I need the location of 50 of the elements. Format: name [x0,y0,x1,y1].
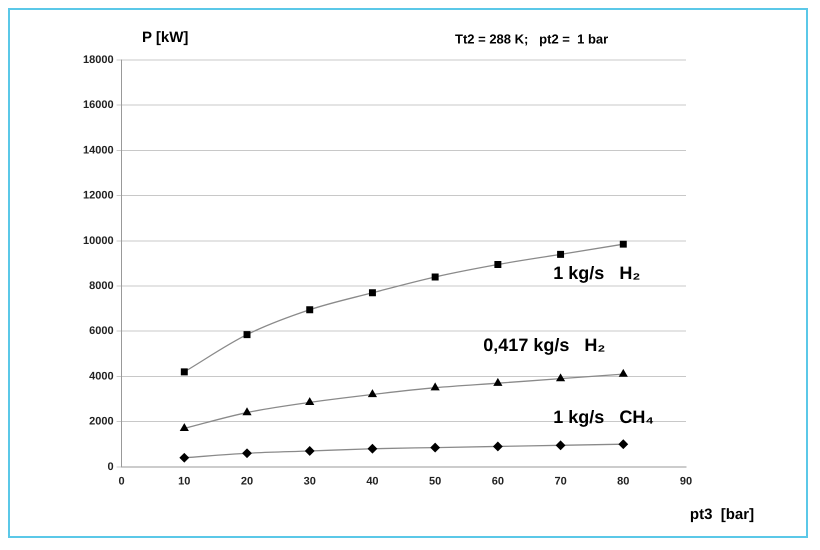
y-tick-label: 8000 [89,280,114,292]
x-tick-label: 10 [178,475,190,488]
point [556,440,566,450]
point [368,444,378,454]
point [493,442,503,452]
text: Tt2 = 288 K; pt2 = 1 bar [455,32,608,47]
point [431,383,440,390]
x-tick-label: 70 [554,475,567,488]
point [180,424,188,432]
x-tick-label: 80 [617,475,630,488]
point [494,378,502,386]
point [368,289,376,296]
x-tick-label: 60 [492,475,504,488]
y-tick-label: 6000 [89,325,114,338]
x-axis-title: pt3 [bar] [690,506,754,524]
point [242,448,252,458]
point [494,261,502,268]
point [620,240,627,248]
series-label: 1 kg/s H₂ [553,263,640,284]
y-tick-label: 16000 [82,99,114,112]
y-tick-label: 14000 [82,144,114,156]
y-axis-title: P [kW] [142,29,188,46]
y-tick-label: 10000 [82,234,114,247]
y-tick-label: 4000 [89,370,114,382]
point [432,273,439,280]
point [306,306,314,314]
point [619,369,628,377]
x-tick-label: 0 [118,475,125,488]
point [180,453,189,462]
point [305,446,314,456]
y-tick-label: 12000 [82,190,114,202]
x-tick-label: 30 [304,475,316,488]
point [430,442,440,452]
point [242,408,252,416]
point [306,398,314,406]
point [368,390,377,398]
point [618,440,628,449]
series-label: 1 kg/s CH₄ [553,407,654,428]
point [180,368,188,376]
point [557,250,564,258]
series-label: 0,417 kg/s H₂ [483,335,606,356]
x-tick-label: 20 [240,475,254,488]
y-tick-label: 0 [107,460,114,473]
x-tick-label: 40 [366,475,379,488]
point [244,331,250,338]
point [556,374,565,382]
y-tick-label: 2000 [89,416,114,428]
y-tick-label: 18000 [82,54,114,66]
x-tick-label: 90 [680,475,692,488]
x-tick-label: 50 [429,475,442,488]
